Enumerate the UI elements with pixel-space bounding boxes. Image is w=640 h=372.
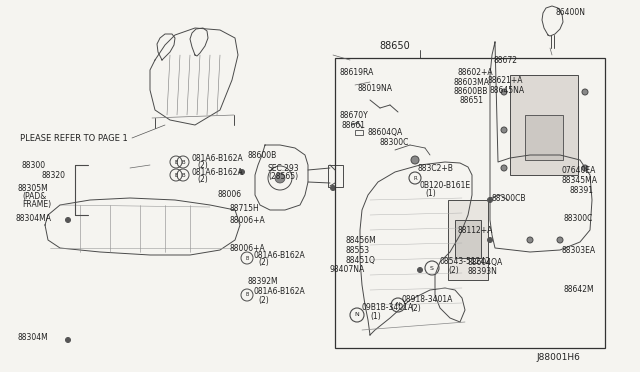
Text: 88672: 88672 <box>494 55 518 64</box>
Text: 88300C: 88300C <box>564 214 593 222</box>
Text: 88600B: 88600B <box>248 151 277 160</box>
Circle shape <box>239 170 244 174</box>
Text: 88391: 88391 <box>570 186 594 195</box>
Text: (28565): (28565) <box>268 171 298 180</box>
Bar <box>455 220 481 258</box>
Circle shape <box>501 89 507 95</box>
Text: 88300: 88300 <box>22 160 46 170</box>
Circle shape <box>411 156 419 164</box>
Text: 88304M: 88304M <box>18 334 49 343</box>
Text: 0B120-B161E: 0B120-B161E <box>420 180 471 189</box>
Text: 88303EA: 88303EA <box>562 246 596 254</box>
Text: 88604QA: 88604QA <box>468 257 503 266</box>
Text: 88305M: 88305M <box>18 183 49 192</box>
Text: 88300CB: 88300CB <box>492 193 527 202</box>
Text: 88715H: 88715H <box>230 203 260 212</box>
Bar <box>328 165 343 187</box>
Text: (2): (2) <box>197 160 208 170</box>
Circle shape <box>557 237 563 243</box>
Text: B: B <box>181 173 185 177</box>
Text: (2): (2) <box>197 174 208 183</box>
Text: 883C2+B: 883C2+B <box>418 164 454 173</box>
Circle shape <box>65 337 70 343</box>
Text: 88619RA: 88619RA <box>340 67 374 77</box>
Bar <box>355 130 363 135</box>
Circle shape <box>488 237 493 243</box>
Text: N: N <box>355 312 360 317</box>
Text: S: S <box>430 266 434 270</box>
Text: 88006: 88006 <box>218 189 242 199</box>
Text: 88456M: 88456M <box>345 235 376 244</box>
Text: 88320: 88320 <box>42 170 66 180</box>
Text: 88651: 88651 <box>460 96 484 105</box>
Text: SEC.293: SEC.293 <box>268 164 300 173</box>
Text: (1): (1) <box>425 189 436 198</box>
Text: B: B <box>174 173 178 177</box>
Text: 88642M: 88642M <box>564 285 595 295</box>
Text: 86400N: 86400N <box>555 7 585 16</box>
Text: 88006+A: 88006+A <box>230 215 266 224</box>
Text: 08918-3401A: 08918-3401A <box>402 295 453 305</box>
Text: 88621+A: 88621+A <box>488 76 524 84</box>
Circle shape <box>582 165 588 171</box>
Circle shape <box>527 237 533 243</box>
Circle shape <box>275 173 285 183</box>
Text: (PAD&: (PAD& <box>22 192 46 201</box>
Circle shape <box>582 89 588 95</box>
Text: N: N <box>396 302 401 308</box>
Text: (2): (2) <box>258 295 269 305</box>
Text: 08543-51242: 08543-51242 <box>440 257 491 266</box>
Text: 88006+A: 88006+A <box>230 244 266 253</box>
Text: B: B <box>245 256 249 260</box>
Text: R: R <box>413 176 417 180</box>
Text: (2): (2) <box>410 304 420 312</box>
Text: FRAME): FRAME) <box>22 199 51 208</box>
Text: B: B <box>174 160 178 164</box>
Text: 081A6-B162A: 081A6-B162A <box>253 250 305 260</box>
Circle shape <box>65 218 70 222</box>
Text: PLEASE REFER TO PAGE 1: PLEASE REFER TO PAGE 1 <box>20 134 128 142</box>
Text: 88603MA: 88603MA <box>454 77 490 87</box>
Text: 88670Y: 88670Y <box>340 110 369 119</box>
Circle shape <box>501 165 507 171</box>
Text: 88451Q: 88451Q <box>345 256 375 264</box>
Text: 88602+A: 88602+A <box>458 67 493 77</box>
Text: (2): (2) <box>448 266 459 275</box>
Text: 09B1B-3401A: 09B1B-3401A <box>362 304 414 312</box>
Text: 98407NA: 98407NA <box>330 266 365 275</box>
Text: 88553: 88553 <box>345 246 369 254</box>
Text: 88392M: 88392M <box>248 278 278 286</box>
Text: 081A6-B162A: 081A6-B162A <box>192 167 244 176</box>
Text: 88112+A: 88112+A <box>458 225 493 234</box>
Text: 88019NA: 88019NA <box>358 83 393 93</box>
Text: 88645NA: 88645NA <box>490 86 525 94</box>
Text: (2): (2) <box>258 257 269 266</box>
Circle shape <box>330 186 335 190</box>
Text: 88300C: 88300C <box>380 138 410 147</box>
Text: 88661: 88661 <box>342 121 366 129</box>
Bar <box>335 58 605 348</box>
Text: J88001H6: J88001H6 <box>536 353 580 362</box>
Text: 88650: 88650 <box>380 41 410 51</box>
Circle shape <box>501 127 507 133</box>
Text: 081A6-B162A: 081A6-B162A <box>192 154 244 163</box>
Text: 07640EA: 07640EA <box>562 166 596 174</box>
Bar <box>525 115 563 160</box>
Text: 88393N: 88393N <box>468 267 498 276</box>
Text: 081A6-B162A: 081A6-B162A <box>253 288 305 296</box>
Circle shape <box>417 267 422 273</box>
Bar <box>448 200 488 280</box>
Text: B: B <box>245 292 249 298</box>
Text: 88600BB: 88600BB <box>454 87 488 96</box>
Circle shape <box>488 198 493 202</box>
Text: B: B <box>181 160 185 164</box>
Text: (1): (1) <box>370 311 381 321</box>
Text: 88345MA: 88345MA <box>562 176 598 185</box>
Text: 88604QA: 88604QA <box>368 128 403 137</box>
Bar <box>510 75 578 175</box>
Text: 88304MA: 88304MA <box>16 214 52 222</box>
